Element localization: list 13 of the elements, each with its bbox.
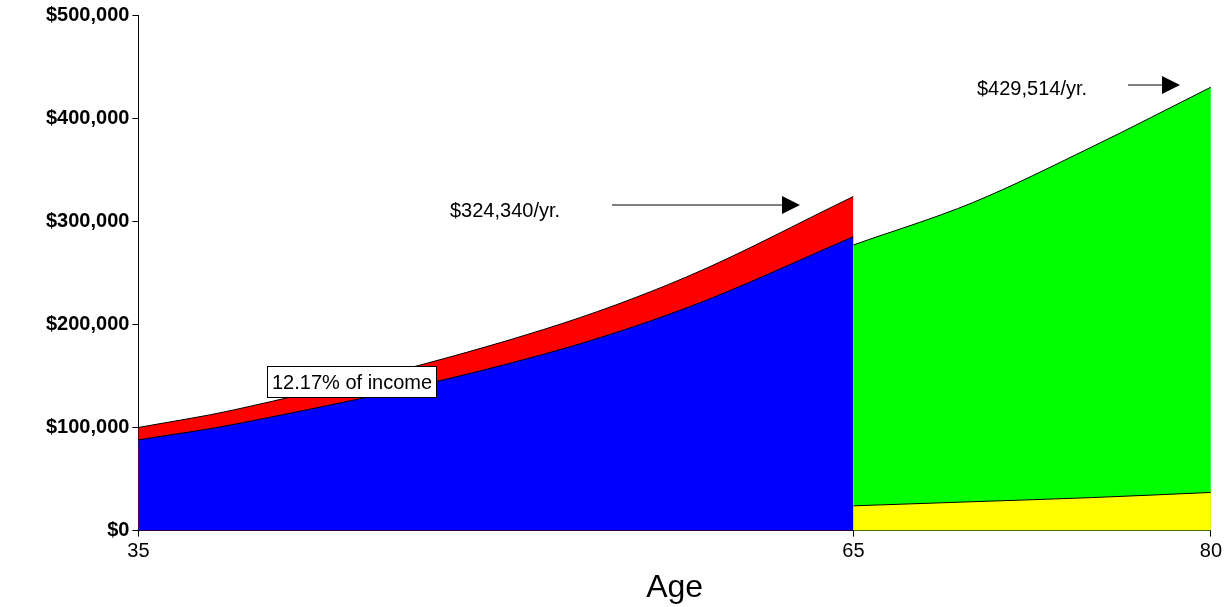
x-tick-label: 80 xyxy=(1199,539,1222,562)
y-tick-label: $200,000 xyxy=(46,311,130,334)
x-axis-title: Age xyxy=(646,567,704,604)
y-tick-label: $0 xyxy=(107,518,130,541)
y-tick-label: $300,000 xyxy=(46,208,130,231)
annotation: $429,514/yr. xyxy=(977,76,1088,100)
annotation: 12.17% of income xyxy=(267,366,438,398)
y-tick-label: $400,000 xyxy=(46,105,130,128)
x-tick-label: 65 xyxy=(842,539,865,562)
annotation: $324,340/yr. xyxy=(450,198,561,222)
y-tick-label: $100,000 xyxy=(46,415,130,437)
x-tick-label: 35 xyxy=(127,539,150,562)
y-tick-label: $500,000 xyxy=(46,2,130,25)
